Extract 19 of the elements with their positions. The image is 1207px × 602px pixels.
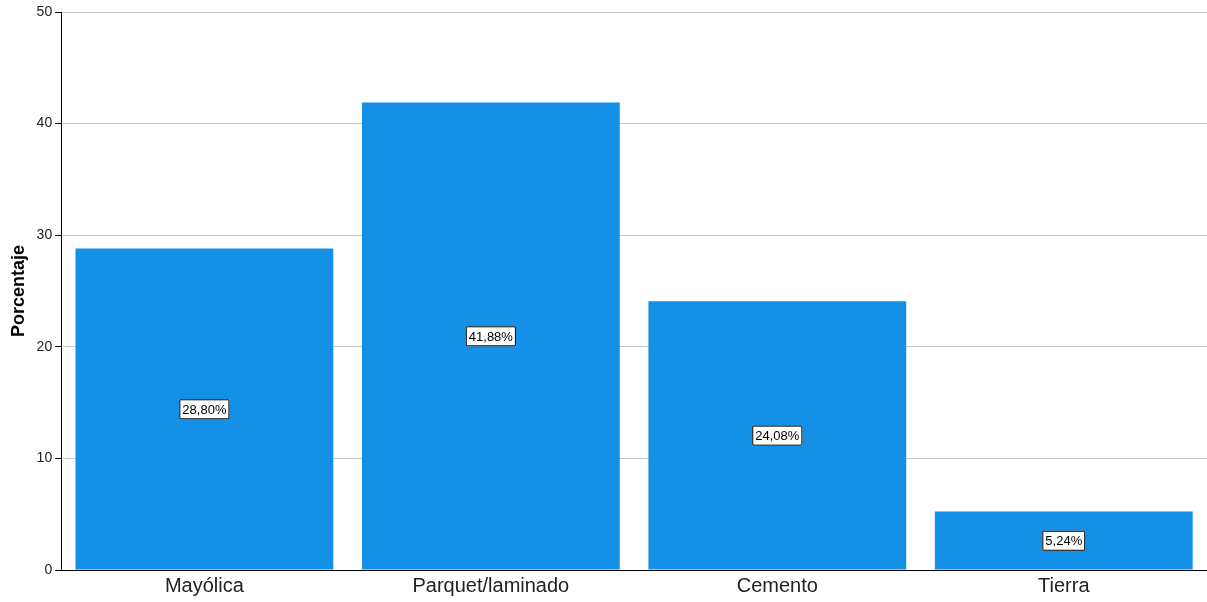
y-tick-label: 0	[44, 560, 53, 577]
bar	[648, 301, 907, 570]
x-tick-label: Parquet/laminado	[412, 573, 570, 596]
y-tick-label: 20	[36, 337, 53, 354]
y-tick-label: 40	[36, 114, 53, 131]
x-tick-label: Mayólica	[164, 573, 245, 596]
data-label: 41,88%	[468, 328, 514, 344]
data-label: 24,08%	[755, 428, 800, 444]
bar	[934, 511, 1193, 570]
y-axis-title: Porcentaje	[7, 244, 28, 338]
data-label: 28,80%	[182, 401, 227, 417]
data-label: 5,24%	[1045, 533, 1083, 549]
y-tick-label: 30	[36, 226, 53, 243]
bar	[75, 248, 334, 570]
bar	[361, 102, 620, 570]
y-tick-label: 50	[36, 2, 53, 19]
y-tick-label: 10	[36, 449, 53, 466]
x-tick-label: Tierra	[1038, 573, 1091, 596]
x-tick-label: Cemento	[736, 573, 818, 596]
